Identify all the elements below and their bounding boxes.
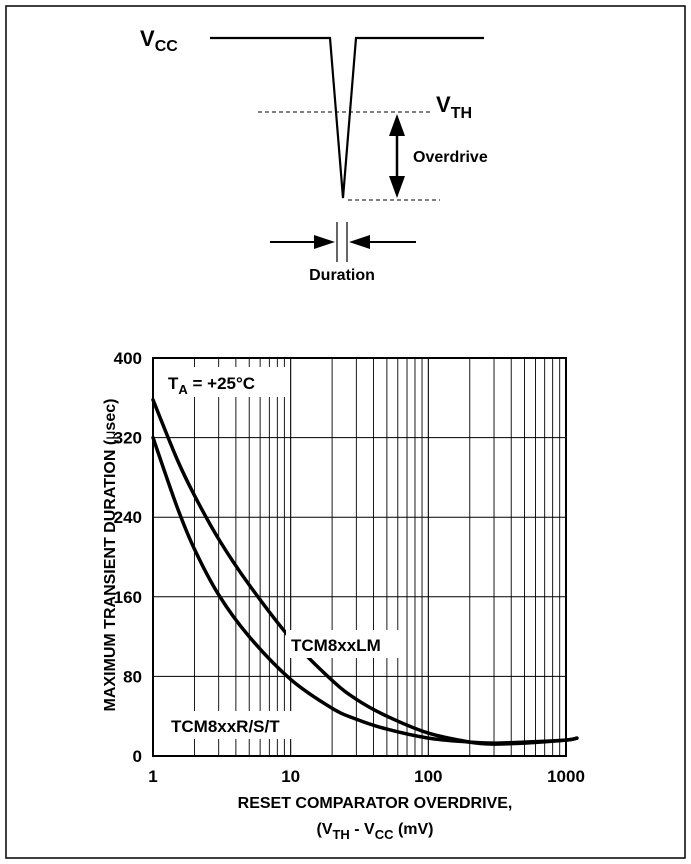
overdrive-label: Overdrive	[413, 149, 488, 166]
duration-label: Duration	[309, 267, 375, 284]
series-line-tcm8xxlm	[151, 398, 579, 746]
y-tick-label: 0	[133, 747, 142, 766]
y-tick-label: 160	[114, 588, 142, 607]
plot-frame	[152, 357, 567, 757]
duration-arrow-left-head	[314, 235, 335, 249]
vcc-label: VCC	[140, 26, 178, 55]
overdrive-arrow-up	[389, 114, 405, 136]
y-tick-label: 400	[114, 349, 142, 368]
x-axis-label-line1: RESET COMPARATOR OVERDRIVE,	[238, 795, 513, 812]
duration-arrow-right-head	[349, 235, 370, 249]
series-label-rst: TCM8xxR/S/T	[171, 717, 280, 736]
series-label-lm: TCM8xxLM	[291, 636, 381, 655]
chart-grid	[152, 357, 566, 757]
series-label-lm-background	[286, 630, 406, 658]
series-line-tcm8xxrst	[151, 435, 579, 745]
vcc-waveform	[210, 36, 484, 199]
y-tick-label: 320	[114, 429, 142, 448]
x-tick-label: 100	[414, 767, 442, 786]
y-tick-label: 240	[114, 508, 142, 527]
x-axis-label-line2: (VTH - VCC (mV)	[316, 821, 433, 842]
figure-border	[5, 5, 686, 859]
transient-diagram: VCC VTH Overdrive Duration	[140, 26, 488, 284]
temperature-annotation: TA = +25°C	[168, 374, 255, 397]
x-tick-labels: 1 10 100 1000	[148, 767, 585, 786]
y-tick-label: 80	[123, 667, 142, 686]
chart-series	[151, 398, 579, 746]
series-label-rst-background	[166, 711, 312, 739]
y-tick-labels: 0 80 160 240 320 400	[114, 349, 142, 766]
chart: 1 10 100 1000 0 80 160 240 320 400 TA = +25°C TC…	[102, 349, 585, 842]
y-axis-label: MAXIMUM TRANSIENT DURATION (μsec)	[102, 399, 119, 712]
x-tick-label: 1	[148, 767, 157, 786]
vth-label: VTH	[436, 92, 472, 122]
x-tick-label: 10	[281, 767, 300, 786]
annotation-background	[163, 367, 287, 397]
x-tick-label: 1000	[547, 767, 585, 786]
overdrive-arrow-down	[389, 176, 405, 198]
